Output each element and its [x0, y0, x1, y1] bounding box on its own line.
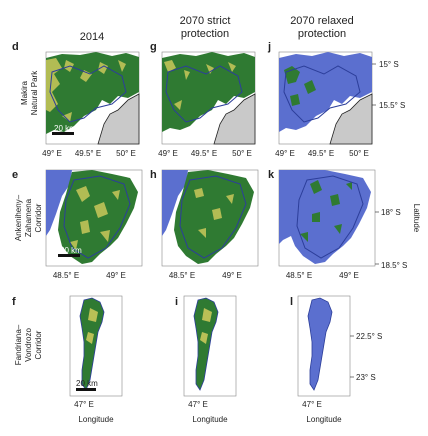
x-tick: 49.5° E — [308, 149, 334, 158]
row-label-ankeniheny-line1: Ankeniheny– — [14, 194, 23, 241]
col-header-relaxed-line2: protection — [298, 28, 346, 40]
lat-tick: 18° S — [381, 208, 401, 217]
protected-boundary — [63, 175, 131, 259]
degraded-forest-area — [200, 308, 212, 344]
scale-bar — [76, 388, 96, 391]
col-header-2014: 2014 — [80, 31, 104, 43]
scale-bar — [58, 254, 80, 257]
latitude-axis-title: Latitude — [412, 204, 421, 233]
map-panel-h — [161, 169, 259, 267]
map-panel-e: 20 km — [45, 169, 143, 267]
lat-tick: 22.5° S — [356, 332, 382, 341]
degraded-forest-area — [86, 308, 98, 344]
row-label-fandriana-line2: Vondrozo — [24, 328, 33, 362]
lat-tick: 23° S — [356, 373, 376, 382]
panel-letter-h: h — [150, 169, 157, 181]
x-tick: 49.5° E — [75, 149, 101, 158]
row-label-fandriana: Fandriana– Vondrozo Corridor — [14, 324, 43, 365]
protected-boundary — [179, 175, 247, 259]
panel-letter-f: f — [12, 296, 16, 308]
row-label-makira-line1: Makira — [20, 80, 29, 105]
scale-bar-label: 20 km — [76, 379, 98, 388]
x-tick: 49° E — [158, 149, 178, 158]
scale-bar-label: 20 km — [54, 124, 76, 133]
longitude-axis-title: Longitude — [78, 415, 114, 424]
panel-letter-j: j — [267, 41, 271, 53]
map-panel-d: 20 km — [45, 51, 140, 145]
ocean-area — [329, 93, 373, 145]
map-panel-i — [183, 295, 237, 397]
panel-letter-e: e — [12, 169, 18, 181]
cleared-area — [307, 297, 333, 391]
cleared-area — [46, 170, 72, 236]
row-label-makira: Makira Natural Park — [20, 70, 39, 115]
ocean-area — [97, 93, 140, 145]
map-panel-k — [278, 169, 376, 267]
lat-tick: 15.5° S — [379, 101, 405, 110]
row-label-fandriana-line1: Fandriana– — [14, 324, 23, 365]
x-tick: 48.5° E — [53, 271, 79, 280]
row-label-ankeniheny-line3: Corridor — [34, 203, 43, 232]
row-label-ankeniheny: Ankeniheny– Zahamena Corridor — [14, 194, 43, 241]
degraded-forest-area — [164, 60, 236, 110]
panel-letter-l: l — [290, 296, 293, 308]
forest-area — [284, 66, 316, 106]
x-tick: 50° E — [232, 149, 252, 158]
col-header-relaxed-line1: 2070 relaxed — [290, 15, 354, 27]
x-tick: 47° E — [74, 400, 94, 409]
protected-boundary — [296, 175, 364, 259]
longitude-axis-title: Longitude — [306, 415, 342, 424]
panel-letter-k: k — [268, 169, 275, 181]
x-tick: 50° E — [349, 149, 369, 158]
x-tick: 50° E — [116, 149, 136, 158]
lat-tick: 18.5° S — [381, 261, 407, 270]
forest-area — [300, 180, 352, 242]
degraded-forest-area — [46, 58, 126, 122]
x-tick: 49° E — [106, 271, 126, 280]
x-tick: 49.5° E — [191, 149, 217, 158]
map-panel-l — [297, 295, 351, 397]
x-tick: 49° E — [222, 271, 242, 280]
panel-letter-i: i — [175, 296, 178, 308]
panel-letter-g: g — [150, 41, 157, 53]
panel-letter-d: d — [12, 41, 19, 53]
x-tick: 48.5° E — [169, 271, 195, 280]
ocean-area — [213, 93, 256, 145]
map-panel-j — [278, 51, 373, 145]
x-tick: 47° E — [302, 400, 322, 409]
col-header-strict-line1: 2070 strict — [180, 15, 231, 27]
protected-boundary — [165, 65, 243, 123]
scale-bar — [52, 132, 74, 135]
lat-tick: 15° S — [379, 60, 399, 69]
x-tick: 47° E — [188, 400, 208, 409]
scale-bar-label: 20 km — [60, 246, 82, 255]
x-tick: 49° E — [275, 149, 295, 158]
x-tick: 48.5° E — [286, 271, 312, 280]
row-label-ankeniheny-line2: Zahamena — [24, 198, 33, 237]
map-panel-g — [161, 51, 256, 145]
longitude-axis-title: Longitude — [192, 415, 228, 424]
x-tick: 49° E — [339, 271, 359, 280]
map-panel-f: 20 km — [69, 295, 123, 397]
row-label-fandriana-line3: Corridor — [34, 330, 43, 359]
row-label-makira-line2: Natural Park — [30, 70, 39, 115]
cleared-area — [162, 170, 188, 236]
protected-boundary — [49, 65, 127, 123]
protected-boundary — [283, 65, 361, 123]
col-header-strict-line2: protection — [181, 28, 229, 40]
x-tick: 49° E — [42, 149, 62, 158]
degraded-forest-area — [70, 186, 120, 250]
degraded-forest-area — [194, 188, 234, 238]
